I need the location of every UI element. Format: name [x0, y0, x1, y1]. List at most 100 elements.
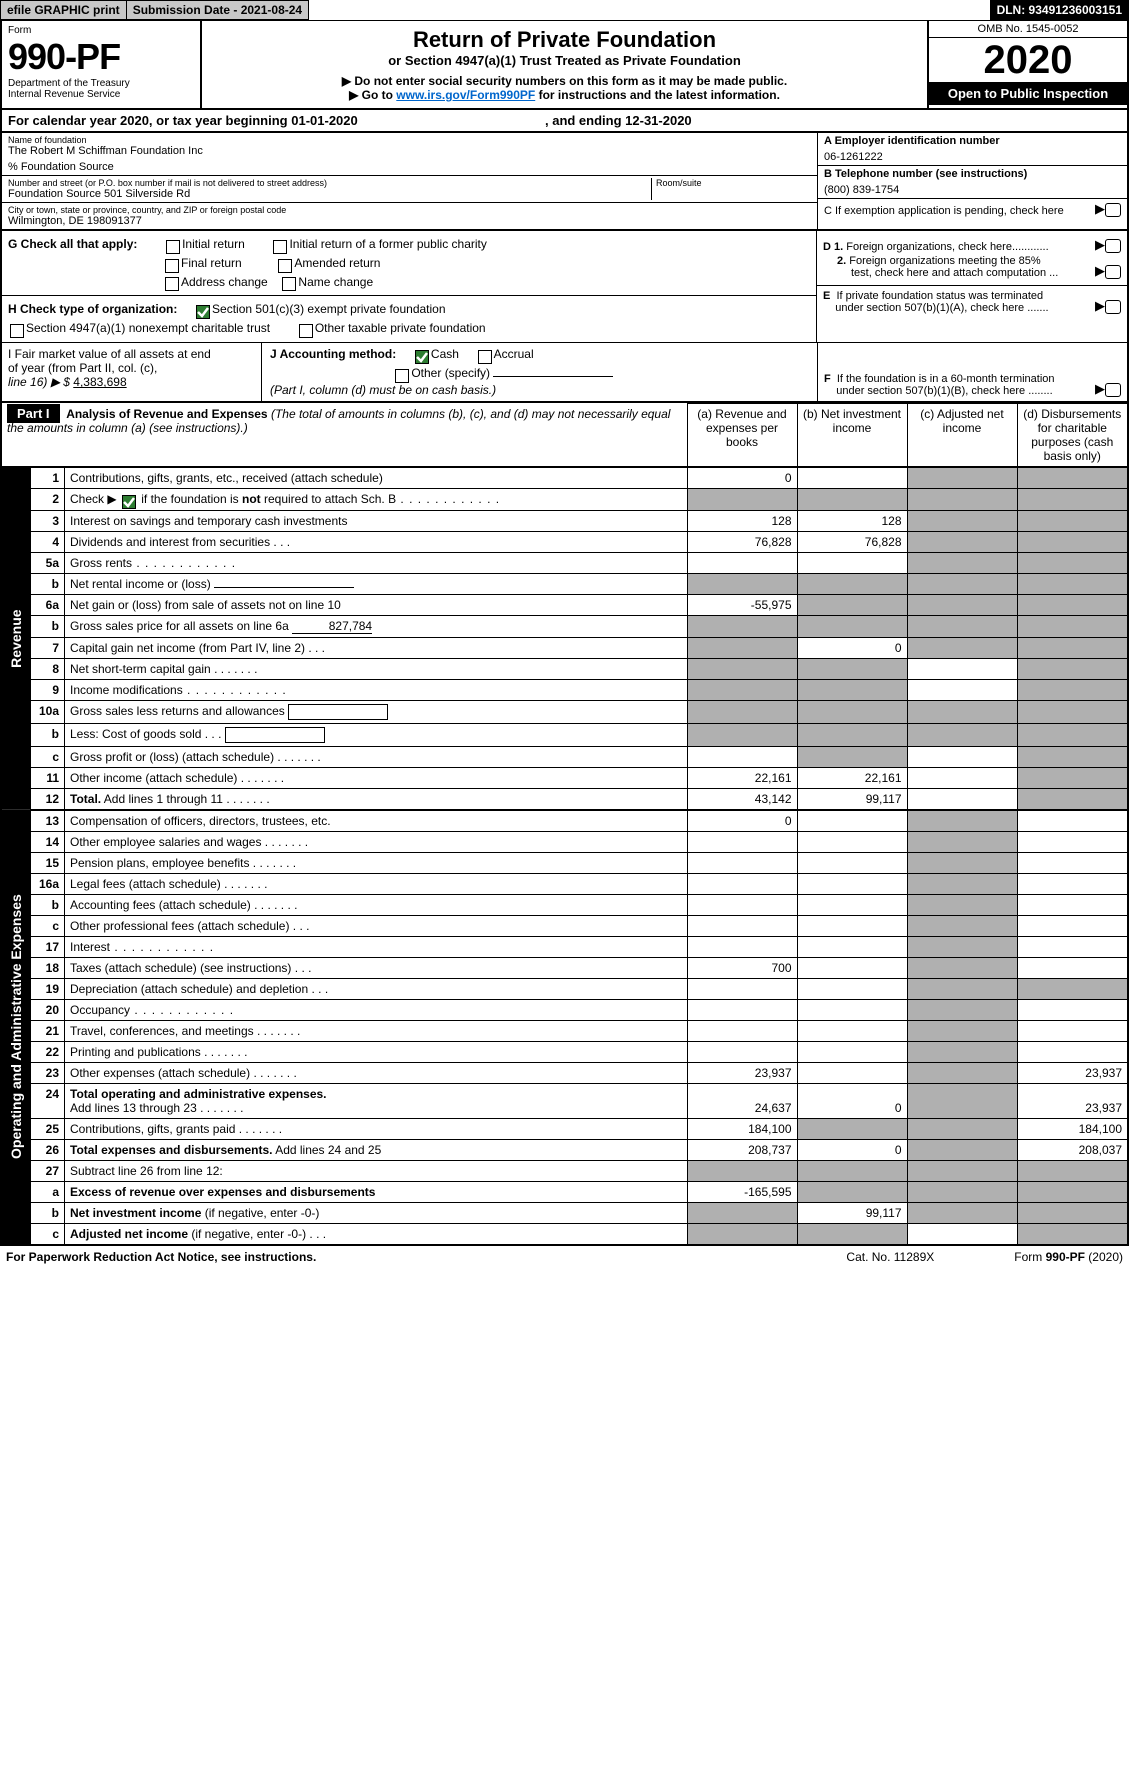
table-row: 21Travel, conferences, and meetings — [31, 1020, 1128, 1041]
phone-value: (800) 839-1754 — [824, 184, 1121, 196]
phone-label: B Telephone number (see instructions) — [824, 168, 1027, 180]
line-desc: Pension plans, employee benefits — [65, 852, 688, 873]
line-desc: Accounting fees (attach schedule) — [65, 894, 688, 915]
checkbox-initial-former[interactable] — [273, 239, 287, 254]
dept-line2: Internal Revenue Service — [8, 89, 194, 100]
street-value: Foundation Source 501 Silverside Rd — [8, 188, 651, 200]
arrow-icon: ▶ — [1095, 381, 1105, 397]
warn-pre: ▶ Go to — [349, 88, 396, 102]
table-row: 5aGross rents — [31, 552, 1128, 573]
checkbox-initial[interactable] — [166, 239, 180, 254]
h-row: H Check type of organization: Section 50… — [2, 295, 816, 317]
table-row: bNet investment income (if negative, ent… — [31, 1202, 1128, 1223]
h-opt1: Section 501(c)(3) exempt private foundat… — [212, 302, 445, 316]
gross-sales-box[interactable] — [288, 704, 388, 720]
f-checkbox[interactable] — [1105, 383, 1121, 397]
checkbox-final[interactable] — [165, 258, 179, 273]
g-opt5: Address change — [181, 275, 268, 289]
calyear-mid: , and ending — [545, 113, 625, 128]
line-desc: Total expenses and disbursements. Add li… — [65, 1139, 688, 1160]
rental-input[interactable] — [214, 587, 354, 588]
ein-row: A Employer identification number 06-1261… — [818, 133, 1127, 166]
cogs-box[interactable] — [225, 727, 325, 743]
care-of: % Foundation Source — [8, 161, 811, 173]
line-desc: Capital gain net income (from Part IV, l… — [65, 637, 688, 658]
calendar-year-row: For calendar year 2020, or tax year begi… — [0, 110, 1129, 133]
exemption-checkbox[interactable] — [1105, 203, 1121, 217]
line-desc: Travel, conferences, and meetings — [65, 1020, 688, 1041]
checkbox-name[interactable] — [282, 277, 296, 292]
table-row: 24Total operating and administrative exp… — [31, 1083, 1128, 1118]
dln-label: DLN: 93491236003151 — [990, 0, 1129, 20]
arrow-icon: ▶ — [1095, 263, 1105, 279]
table-row: cOther professional fees (attach schedul… — [31, 915, 1128, 936]
d2-checkbox[interactable] — [1105, 265, 1121, 279]
top-bar: efile GRAPHIC print Submission Date - 20… — [0, 0, 1129, 20]
section-gh: G Check all that apply: Initial return I… — [0, 231, 1129, 342]
j-other: Other (specify) — [411, 366, 490, 380]
line-desc: Depreciation (attach schedule) and deple… — [65, 978, 688, 999]
warn-goto: ▶ Go to www.irs.gov/Form990PF for instru… — [208, 88, 921, 102]
line-desc: Other professional fees (attach schedule… — [65, 915, 688, 936]
table-row: 6aNet gain or (loss) from sale of assets… — [31, 594, 1128, 615]
line-desc: Taxes (attach schedule) (see instruction… — [65, 957, 688, 978]
i-line2: of year (from Part II, col. (c), — [8, 361, 255, 375]
line-desc: Legal fees (attach schedule) — [65, 873, 688, 894]
line-desc: Net gain or (loss) from sale of assets n… — [65, 594, 688, 615]
city-label: City or town, state or province, country… — [8, 205, 811, 215]
d1-row: D 1. D 1. Foreign organizations, check h… — [823, 237, 1121, 253]
table-row: 8Net short-term capital gain — [31, 658, 1128, 679]
e-checkbox[interactable] — [1105, 300, 1121, 314]
form-header: Form 990-PF Department of the Treasury I… — [0, 20, 1129, 110]
checkbox-cash[interactable] — [415, 349, 429, 364]
arrow-icon: ▶ — [1095, 237, 1105, 253]
line-desc: Total operating and administrative expen… — [65, 1083, 688, 1118]
i-pre: line 16) ▶ $ — [8, 375, 73, 389]
checkbox-accrual[interactable] — [478, 349, 492, 364]
table-row: aExcess of revenue over expenses and dis… — [31, 1181, 1128, 1202]
form-link[interactable]: www.irs.gov/Form990PF — [396, 88, 535, 102]
part1-header: Part I Analysis of Revenue and Expenses … — [0, 403, 1129, 467]
line-desc: Other expenses (attach schedule) — [65, 1062, 688, 1083]
line-desc: Check ▶ if the foundation is not require… — [65, 488, 688, 510]
checkbox-4947[interactable] — [10, 323, 24, 338]
warn-ssn: ▶ Do not enter social security numbers o… — [208, 74, 921, 88]
g-opt3: Final return — [181, 256, 242, 270]
line-desc: Other income (attach schedule) — [65, 767, 688, 788]
j-cash: Cash — [431, 347, 459, 361]
checkbox-501c3[interactable] — [196, 304, 210, 319]
col-a-header: (a) Revenue and expenses per books — [687, 403, 797, 466]
checkbox-schb[interactable] — [122, 494, 136, 509]
checkbox-address[interactable] — [165, 277, 179, 292]
arrow-icon: ▶ — [1095, 201, 1105, 217]
dept-line1: Department of the Treasury — [8, 78, 194, 89]
line-desc: Gross rents — [65, 552, 688, 573]
checkbox-amended[interactable] — [278, 258, 292, 273]
line-desc: Gross sales less returns and allowances — [65, 700, 688, 723]
line-desc: Gross profit or (loss) (attach schedule) — [65, 746, 688, 767]
i-line1: I Fair market value of all assets at end — [8, 347, 255, 361]
g-row2: Final return Amended return — [8, 256, 810, 271]
checkbox-other[interactable] — [395, 368, 409, 383]
page-footer: For Paperwork Reduction Act Notice, see … — [0, 1246, 1129, 1268]
table-row: cAdjusted net income (if negative, enter… — [31, 1223, 1128, 1244]
col-c-header: (c) Adjusted net income — [907, 403, 1017, 466]
line-desc: Adjusted net income (if negative, enter … — [65, 1223, 688, 1244]
table-row: 15Pension plans, employee benefits — [31, 852, 1128, 873]
tax-year: 2020 — [929, 38, 1127, 82]
g-opt6: Name change — [298, 275, 373, 289]
line-desc: Interest on savings and temporary cash i… — [65, 510, 688, 531]
table-row: cGross profit or (loss) (attach schedule… — [31, 746, 1128, 767]
line-desc: Excess of revenue over expenses and disb… — [65, 1181, 688, 1202]
other-specify-input[interactable] — [493, 376, 613, 377]
street-row: Number and street (or P.O. box number if… — [2, 176, 817, 203]
section-ij: I Fair market value of all assets at end… — [0, 342, 1129, 403]
checkbox-other-taxable[interactable] — [299, 323, 313, 338]
entity-block: Name of foundation The Robert M Schiffma… — [0, 133, 1129, 231]
city-value: Wilmington, DE 198091377 — [8, 215, 811, 227]
calyear-pre: For calendar year 2020, or tax year begi… — [8, 113, 291, 128]
g-label: G Check all that apply: — [8, 237, 137, 251]
expenses-sidebar: Operating and Administrative Expenses — [2, 810, 30, 1244]
table-row: 10aGross sales less returns and allowanc… — [31, 700, 1128, 723]
d1-checkbox[interactable] — [1105, 239, 1121, 253]
